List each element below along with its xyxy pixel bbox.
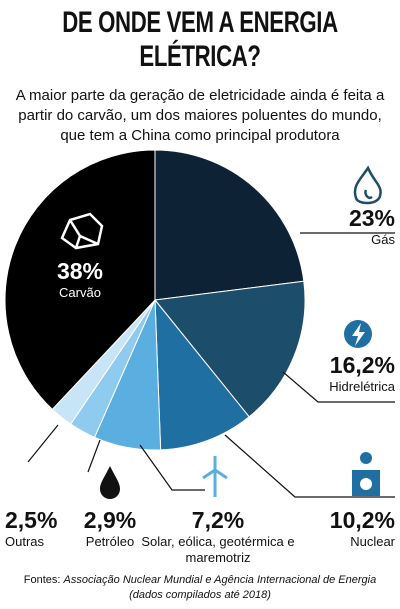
steam [360,452,372,464]
connectors [27,232,395,498]
category-label: Carvão [59,285,101,300]
connector [282,371,395,403]
title: DE ONDE VEM A ENERGIA ELÉTRICA? [62,6,338,73]
value-label: 2,5% [5,507,58,533]
symbol [360,478,372,490]
category-label: Hidrelétrica [329,379,395,394]
source-text: Associação Nuclear Mundial e Agência Int… [63,574,377,601]
category-label: Petróleo [85,534,135,549]
pie-slice [4,149,156,411]
source-prefix: Fontes: [23,574,61,586]
value-label: 7,2% [191,507,245,533]
value-label: 23% [348,205,395,231]
value-label: 38% [56,258,104,284]
category-label: Solar, eólica, geotérmica e maremotriz [141,534,295,565]
connector [27,424,59,463]
pie-slice [154,298,250,451]
value-label: 16,2% [329,352,395,378]
blades [202,456,228,480]
connector [224,434,395,498]
flame-icon [353,165,382,205]
source: Fontes: Associação Nuclear Mundial e Agê… [20,573,380,603]
connector [87,439,101,473]
value-label: 2,9% [83,507,137,533]
category-label: Outras [5,534,45,549]
icons [60,165,382,499]
connector [139,444,205,491]
pie-slice [154,280,306,418]
category-label: Nuclear [350,534,395,549]
subtitle: A maior parte da geração de eletricidade… [15,87,385,144]
value-label: 10,2% [329,507,395,533]
pie-slice [154,149,305,301]
oil-icon [100,466,120,499]
coal-icon [60,212,104,250]
category-label: Gás [371,232,395,247]
pie [4,149,306,451]
bolt [352,323,365,346]
